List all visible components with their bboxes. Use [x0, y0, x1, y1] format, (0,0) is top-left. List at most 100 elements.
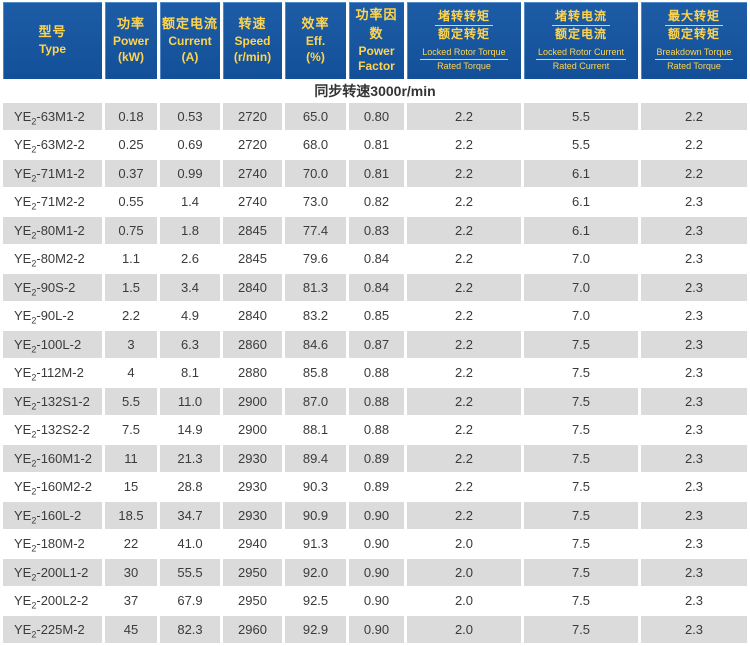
table-row: YE2-112M-2 4 8.1 2880 85.8 0.88 2.2 7.5 2.3 — [3, 359, 747, 386]
cell-model: YE2-112M-2 — [3, 359, 102, 386]
cell-power_kw: 2.2 — [105, 302, 157, 329]
cell-power_factor: 0.81 — [349, 131, 404, 158]
cell-speed_rpm: 2740 — [223, 188, 282, 215]
cell-power_kw: 22 — [105, 530, 157, 557]
cell-power_factor: 0.84 — [349, 274, 404, 301]
cell-speed_rpm: 2950 — [223, 559, 282, 586]
table-row: YE2-180M-2 22 41.0 2940 91.3 0.90 2.0 7.5 2.3 — [3, 530, 747, 557]
header-unit: (r/min) — [233, 49, 272, 64]
cell-lrc_ratio: 7.5 — [524, 587, 638, 614]
cell-bt_ratio: 2.3 — [641, 616, 747, 643]
header-zh: 功率因数 — [355, 7, 398, 41]
table-row: YE2-160M1-2 11 21.3 2930 89.4 0.89 2.2 7.5 2.3 — [3, 445, 747, 472]
cell-speed_rpm: 2950 — [223, 587, 282, 614]
cell-current_a: 0.99 — [160, 160, 220, 187]
cell-lrt_ratio: 2.2 — [407, 331, 521, 358]
cell-model: YE2-160L-2 — [3, 502, 102, 529]
cell-lrc_ratio: 7.0 — [524, 245, 638, 272]
cell-current_a: 11.0 — [160, 388, 220, 415]
fraction-numerator: 最大转矩 — [664, 9, 723, 27]
cell-lrt_ratio: 2.0 — [407, 616, 521, 643]
fraction-numerator: Locked Rotor Current — [535, 47, 627, 60]
cell-lrt_ratio: 2.0 — [407, 559, 521, 586]
cell-eff_pct: 77.4 — [285, 217, 346, 244]
cell-power_kw: 15 — [105, 473, 157, 500]
cell-power_kw: 7.5 — [105, 416, 157, 443]
fraction-denominator: Rated Torque — [437, 60, 491, 71]
cell-current_a: 1.8 — [160, 217, 220, 244]
cell-current_a: 1.4 — [160, 188, 220, 215]
cell-speed_rpm: 2740 — [223, 160, 282, 187]
table-row: YE2-71M1-2 0.37 0.99 2740 70.0 0.81 2.2 6.1 2.2 — [3, 160, 747, 187]
cell-model: YE2-100L-2 — [3, 331, 102, 358]
cell-bt_ratio: 2.3 — [641, 530, 747, 557]
fraction-numerator: 堵转转矩 — [434, 9, 493, 27]
cell-eff_pct: 83.2 — [285, 302, 346, 329]
cell-model: YE2-132S1-2 — [3, 388, 102, 415]
synchronous-speed-label: 同步转速3000r/min — [3, 81, 747, 101]
cell-eff_pct: 84.6 — [285, 331, 346, 358]
col-header-current: 额定电流 Current (A) — [160, 2, 220, 79]
fraction-denominator: Rated Current — [552, 60, 610, 71]
cell-power_kw: 37 — [105, 587, 157, 614]
cell-model: YE2-132S2-2 — [3, 416, 102, 443]
col-header-power-factor: 功率因数 Power Factor — [349, 2, 404, 79]
cell-eff_pct: 92.5 — [285, 587, 346, 614]
cell-model: YE2-90L-2 — [3, 302, 102, 329]
cell-speed_rpm: 2840 — [223, 302, 282, 329]
cell-current_a: 14.9 — [160, 416, 220, 443]
col-header-locked-rotor-current-ratio: 堵转电流 额定电流 Locked Rotor Current Rated Cur… — [524, 2, 638, 79]
header-zh: 功率 — [116, 16, 145, 32]
cell-eff_pct: 92.9 — [285, 616, 346, 643]
cell-lrc_ratio: 6.1 — [524, 160, 638, 187]
cell-lrt_ratio: 2.2 — [407, 160, 521, 187]
col-header-type: 型号 Type — [3, 2, 102, 79]
cell-power_factor: 0.84 — [349, 245, 404, 272]
fraction-en: Locked Rotor Torque Rated Torque — [408, 47, 520, 73]
table-row: YE2-160L-2 18.5 34.7 2930 90.9 0.90 2.2 7.5 2.3 — [3, 502, 747, 529]
cell-power_factor: 0.85 — [349, 302, 404, 329]
cell-lrc_ratio: 7.0 — [524, 302, 638, 329]
cell-lrc_ratio: 7.5 — [524, 530, 638, 557]
cell-bt_ratio: 2.3 — [641, 245, 747, 272]
cell-power_kw: 0.25 — [105, 131, 157, 158]
table-row: YE2-100L-2 3 6.3 2860 84.6 0.87 2.2 7.5 2.3 — [3, 331, 747, 358]
fraction-numerator: Locked Rotor Torque — [420, 47, 508, 60]
cell-eff_pct: 91.3 — [285, 530, 346, 557]
table-row: YE2-200L1-2 30 55.5 2950 92.0 0.90 2.0 7.5 2.3 — [3, 559, 747, 586]
header-en: Power — [112, 34, 149, 49]
cell-speed_rpm: 2900 — [223, 388, 282, 415]
cell-power_kw: 1.5 — [105, 274, 157, 301]
cell-bt_ratio: 2.3 — [641, 559, 747, 586]
col-header-power: 功率 Power (kW) — [105, 2, 157, 79]
table-row: YE2-132S1-2 5.5 11.0 2900 87.0 0.88 2.2 7.5 2.3 — [3, 388, 747, 415]
header-en: Eff. — [305, 34, 326, 49]
cell-lrt_ratio: 2.0 — [407, 587, 521, 614]
cell-model: YE2-80M1-2 — [3, 217, 102, 244]
cell-current_a: 6.3 — [160, 331, 220, 358]
cell-eff_pct: 81.3 — [285, 274, 346, 301]
cell-eff_pct: 90.9 — [285, 502, 346, 529]
cell-power_factor: 0.88 — [349, 416, 404, 443]
header-zh: 效率 — [301, 16, 330, 32]
fraction-denominator: 额定转矩 — [667, 27, 720, 42]
cell-model: YE2-63M1-2 — [3, 103, 102, 130]
cell-lrc_ratio: 6.1 — [524, 217, 638, 244]
cell-eff_pct: 87.0 — [285, 388, 346, 415]
cell-speed_rpm: 2940 — [223, 530, 282, 557]
cell-model: YE2-180M-2 — [3, 530, 102, 557]
col-header-efficiency: 效率 Eff. (%) — [285, 2, 346, 79]
table-row: YE2-80M1-2 0.75 1.8 2845 77.4 0.83 2.2 6.1 2.3 — [3, 217, 747, 244]
cell-power_factor: 0.88 — [349, 359, 404, 386]
cell-lrt_ratio: 2.2 — [407, 103, 521, 130]
cell-eff_pct: 73.0 — [285, 188, 346, 215]
cell-model: YE2-160M1-2 — [3, 445, 102, 472]
cell-lrc_ratio: 5.5 — [524, 131, 638, 158]
table-row: YE2-80M2-2 1.1 2.6 2845 79.6 0.84 2.2 7.0 2.3 — [3, 245, 747, 272]
cell-lrc_ratio: 7.5 — [524, 445, 638, 472]
col-header-speed: 转速 Speed (r/min) — [223, 2, 282, 79]
cell-lrt_ratio: 2.2 — [407, 302, 521, 329]
cell-speed_rpm: 2720 — [223, 131, 282, 158]
cell-lrt_ratio: 2.2 — [407, 274, 521, 301]
